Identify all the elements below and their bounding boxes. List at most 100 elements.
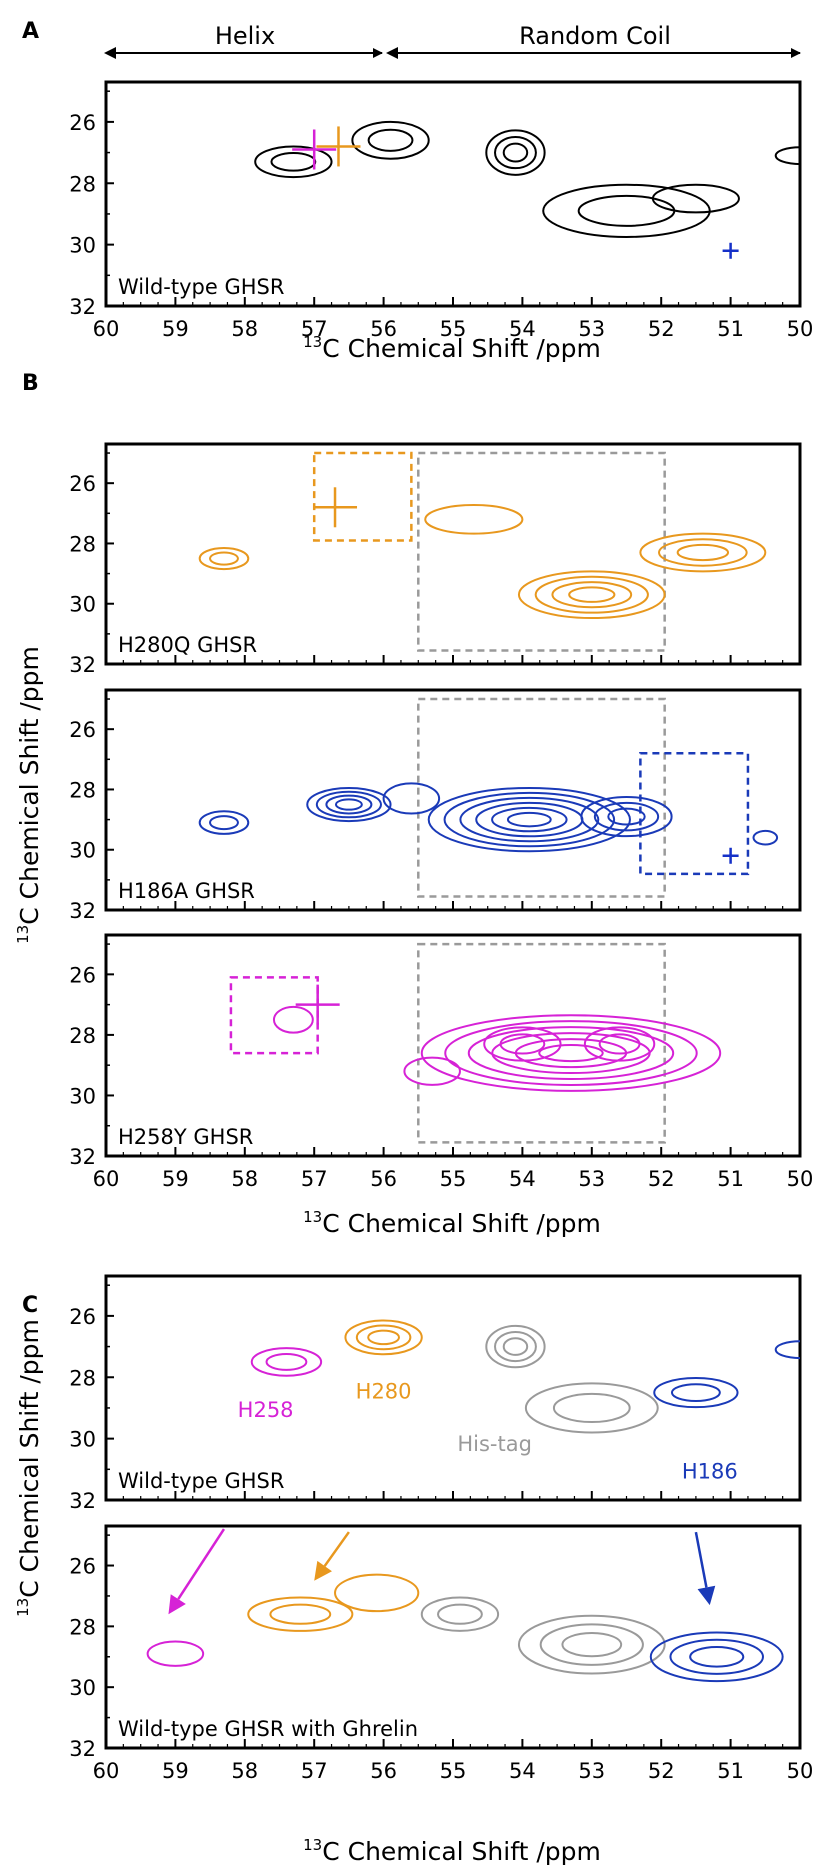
- x-tick-label-c2: 56: [370, 1759, 397, 1783]
- ylabel-b-group: 13C Chemical Shift /ppm: [14, 646, 44, 944]
- dashed-box-blue: [639, 752, 750, 876]
- sample-label-c2: Wild-type GHSR with Ghrelin: [118, 1717, 418, 1741]
- contour-level-blue: [491, 806, 568, 833]
- contour-level-blue: [315, 790, 382, 819]
- contour-level-black: [494, 135, 537, 170]
- contour-peak-black: [485, 129, 546, 176]
- x-tick-label-a: 60: [93, 317, 120, 341]
- contour-level-black: [254, 145, 333, 179]
- contour-peak-orange: [198, 546, 250, 571]
- peak-annotation-magenta: H258: [238, 1398, 294, 1422]
- random-coil-arrowhead-left: [386, 47, 398, 59]
- contour-level-blue: [459, 796, 600, 843]
- contour-level-orange: [209, 551, 239, 566]
- y-tick-label-b1: 28: [69, 532, 96, 556]
- contour-level-gray: [420, 1596, 500, 1632]
- y-tick-label-a: 32: [69, 295, 96, 319]
- y-tick-label-b3: 28: [69, 1024, 96, 1048]
- contour-level-blue: [593, 801, 660, 832]
- contour-level-blue: [382, 782, 441, 815]
- dashed-box-orange: [312, 451, 413, 542]
- random-coil-label: Random Coil: [519, 22, 671, 50]
- x-tick-label-c2: 52: [648, 1759, 675, 1783]
- y-tick-label-b2: 32: [69, 899, 96, 923]
- y-tick-label-b3: 26: [69, 963, 96, 987]
- contour-peak-magenta: [146, 1640, 205, 1667]
- contour-level-magenta: [420, 1014, 722, 1092]
- peak-marker-orange: [313, 487, 358, 528]
- y-tick-label-a: 30: [69, 234, 96, 258]
- arrow-head-magenta: [168, 1594, 186, 1615]
- contour-peak-orange: [344, 1319, 423, 1356]
- contour-peak-orange: [334, 1573, 420, 1613]
- contour-peak-blue: [653, 1377, 739, 1409]
- y-tick-label-c2: 26: [69, 1555, 96, 1579]
- contour-peak-orange: [639, 532, 767, 573]
- contour-level-magenta: [467, 1026, 675, 1080]
- contour-level-black: [542, 183, 711, 238]
- peak-annotation-gray: His-tag: [457, 1432, 532, 1456]
- contour-level-black: [270, 151, 317, 172]
- panel-c1: 26 28 30 32 H258 H280 His-tag H186 Wild-type GHS…: [69, 1274, 802, 1513]
- contour-level-orange: [355, 1324, 412, 1351]
- x-tick-label-a: 56: [370, 317, 397, 341]
- y-tick-label-b2: 26: [69, 718, 96, 742]
- contour-peak-black: [542, 183, 711, 238]
- y-tick-label-a: 28: [69, 172, 96, 196]
- x-tick-label-b3: 59: [162, 1167, 189, 1191]
- contour-peak-gray: [420, 1596, 500, 1632]
- helix-label: Helix: [215, 22, 275, 50]
- contour-peak-orange: [424, 504, 524, 535]
- contour-level-magenta: [538, 1044, 604, 1063]
- x-tick-label-a: 55: [440, 317, 467, 341]
- panel-letter-b: B: [22, 371, 39, 396]
- x-tick-label-c2: 50: [787, 1759, 814, 1783]
- plot-frame-b1: [104, 442, 802, 666]
- peak-marker-blue_marker: [722, 242, 739, 259]
- plot-frame-a: [104, 80, 802, 308]
- contour-peak-magenta: [272, 1005, 314, 1034]
- sample-label-c1: Wild-type GHSR: [118, 1469, 284, 1493]
- x-tick-label-a: 59: [162, 317, 189, 341]
- contour-level-blue: [653, 1377, 739, 1409]
- contour-level-blue: [334, 798, 363, 811]
- contour-peak-blue: [306, 786, 392, 823]
- y-tick-label-b3: 30: [69, 1084, 96, 1108]
- contour-level-blue: [198, 810, 250, 835]
- helix-arrowhead-left: [104, 47, 116, 59]
- contour-level-orange: [424, 504, 524, 535]
- panel-letter-a: A: [22, 19, 39, 44]
- contour-level-gray: [552, 1392, 631, 1424]
- plot-area-c1: H258 H280 His-tag H186: [238, 1319, 800, 1484]
- peak-marker-blue_marker: [722, 847, 739, 864]
- contour-level-gray: [494, 1331, 537, 1363]
- contour-level-magenta: [403, 1056, 461, 1086]
- panel-b1: 26 28 30 32 H280Q GHSR: [69, 442, 802, 677]
- peak-marker-magenta: [292, 129, 337, 170]
- x-tick-label-b3: 55: [440, 1167, 467, 1191]
- contour-peak-magenta: [483, 1026, 562, 1062]
- x-tick-label-a: 58: [231, 317, 258, 341]
- contour-peak-black: [351, 120, 430, 160]
- contour-level-magenta: [598, 1033, 641, 1055]
- x-tick-label-a: 57: [301, 317, 328, 341]
- contour-level-magenta: [146, 1640, 205, 1667]
- contour-level-blue: [306, 786, 392, 823]
- contour-level-gray: [524, 1382, 659, 1434]
- plot-frame-c2: [104, 1524, 802, 1750]
- contour-peak-black: [651, 183, 740, 214]
- contour-peak-magenta: [250, 1347, 323, 1377]
- x-tick-label-b3: 50: [787, 1167, 814, 1191]
- contour-level-blue: [325, 794, 373, 815]
- sample-label-a: Wild-type GHSR: [118, 275, 284, 299]
- contour-level-blue: [506, 811, 552, 828]
- x-tick-label-c2: 53: [578, 1759, 605, 1783]
- x-tick-label-c2: 60: [93, 1759, 120, 1783]
- contour-level-orange: [658, 538, 748, 567]
- contour-level-magenta: [583, 1026, 656, 1062]
- contour-level-orange: [551, 581, 633, 609]
- contour-level-magenta: [499, 1033, 546, 1055]
- y-tick-label-c1: 28: [69, 1366, 96, 1390]
